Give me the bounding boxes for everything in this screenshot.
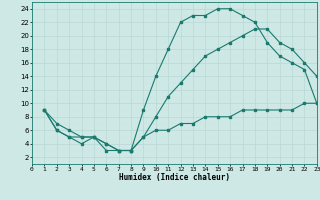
X-axis label: Humidex (Indice chaleur): Humidex (Indice chaleur)	[119, 173, 230, 182]
